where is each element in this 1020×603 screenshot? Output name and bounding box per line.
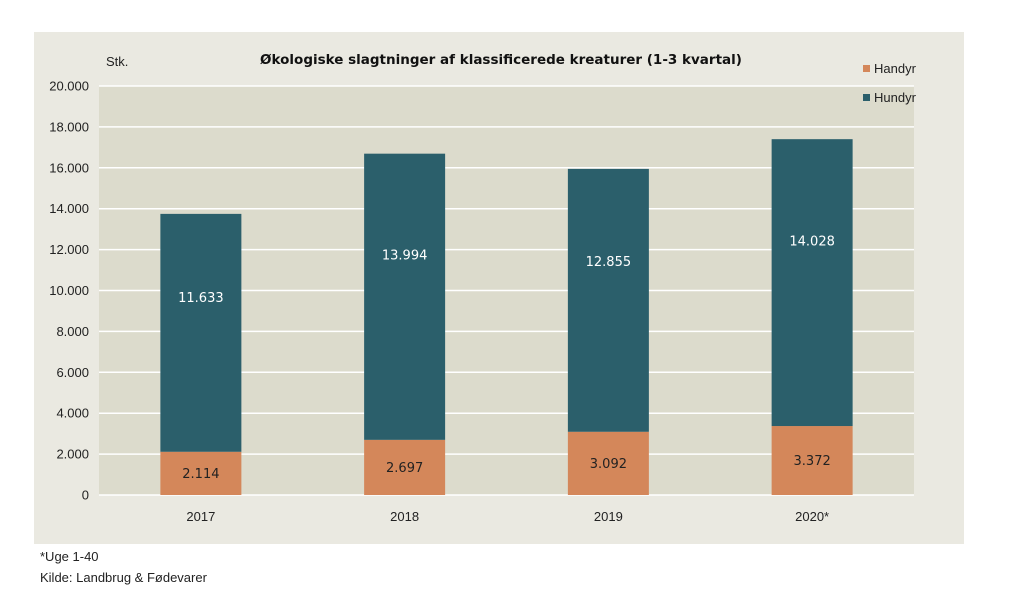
y-tick-label: 4.000 [56,406,89,421]
y-tick-label: 20.000 [49,79,89,94]
bar-value-label: 13.994 [382,249,428,264]
x-tick-label: 2020* [795,509,829,524]
bar-value-labels: 2.114 11.633 2.697 13.994 3.092 12.855 3.372 14… [178,234,835,482]
bars [160,139,853,495]
y-tick-label: 0 [82,488,89,503]
y-tick-label: 12.000 [49,242,89,257]
y-tick-label: 18.000 [49,119,89,134]
bar-value-label: 3.372 [794,454,831,469]
y-unit-label: Stk. [106,54,128,69]
footnote-source: Kilde: Landbrug & Fødevarer [40,570,207,585]
legend: Handyr Hundyr [863,61,917,105]
y-tick-label: 6.000 [56,365,89,380]
chart-panel: 0 2.000 4.000 6.000 8.000 10.000 12.000 14.000 1… [34,32,964,544]
bar-handyr [771,426,853,495]
y-tick-label: 2.000 [56,447,89,462]
y-axis-ticks: 0 2.000 4.000 6.000 8.000 10.000 12.000 14.000 1… [49,79,89,503]
y-tick-label: 16.000 [49,160,89,175]
y-tick-label: 10.000 [49,283,89,298]
x-tick-label: 2018 [390,509,419,524]
legend-swatch [863,65,870,72]
x-axis-ticks: 2017 2018 2019 2020* [186,509,829,524]
bar-hundyr [771,139,853,427]
bar-value-label: 12.855 [586,255,632,270]
bar-value-label: 3.092 [590,457,627,472]
bar-hundyr [364,153,446,440]
y-tick-label: 8.000 [56,324,89,339]
legend-label: Handyr [874,61,917,76]
legend-label: Hundyr [874,90,917,105]
bar-hundyr [160,213,242,452]
x-tick-label: 2019 [594,509,623,524]
bar-value-label: 11.633 [178,291,224,306]
bar-value-label: 14.028 [789,234,835,249]
x-tick-label: 2017 [186,509,215,524]
legend-swatch [863,94,870,101]
y-tick-label: 14.000 [49,201,89,216]
stacked-bar-chart: 0 2.000 4.000 6.000 8.000 10.000 12.000 14.000 1… [49,52,917,524]
bar-handyr [160,451,242,495]
footnote-period: *Uge 1-40 [40,549,99,564]
bar-hundyr [567,168,649,432]
bar-handyr [364,439,446,495]
chart-title: Økologiske slagtninger af klassificerede… [260,52,742,68]
bar-value-label: 2.697 [386,461,423,476]
bar-value-label: 2.114 [182,467,219,482]
bar-handyr [567,431,649,495]
